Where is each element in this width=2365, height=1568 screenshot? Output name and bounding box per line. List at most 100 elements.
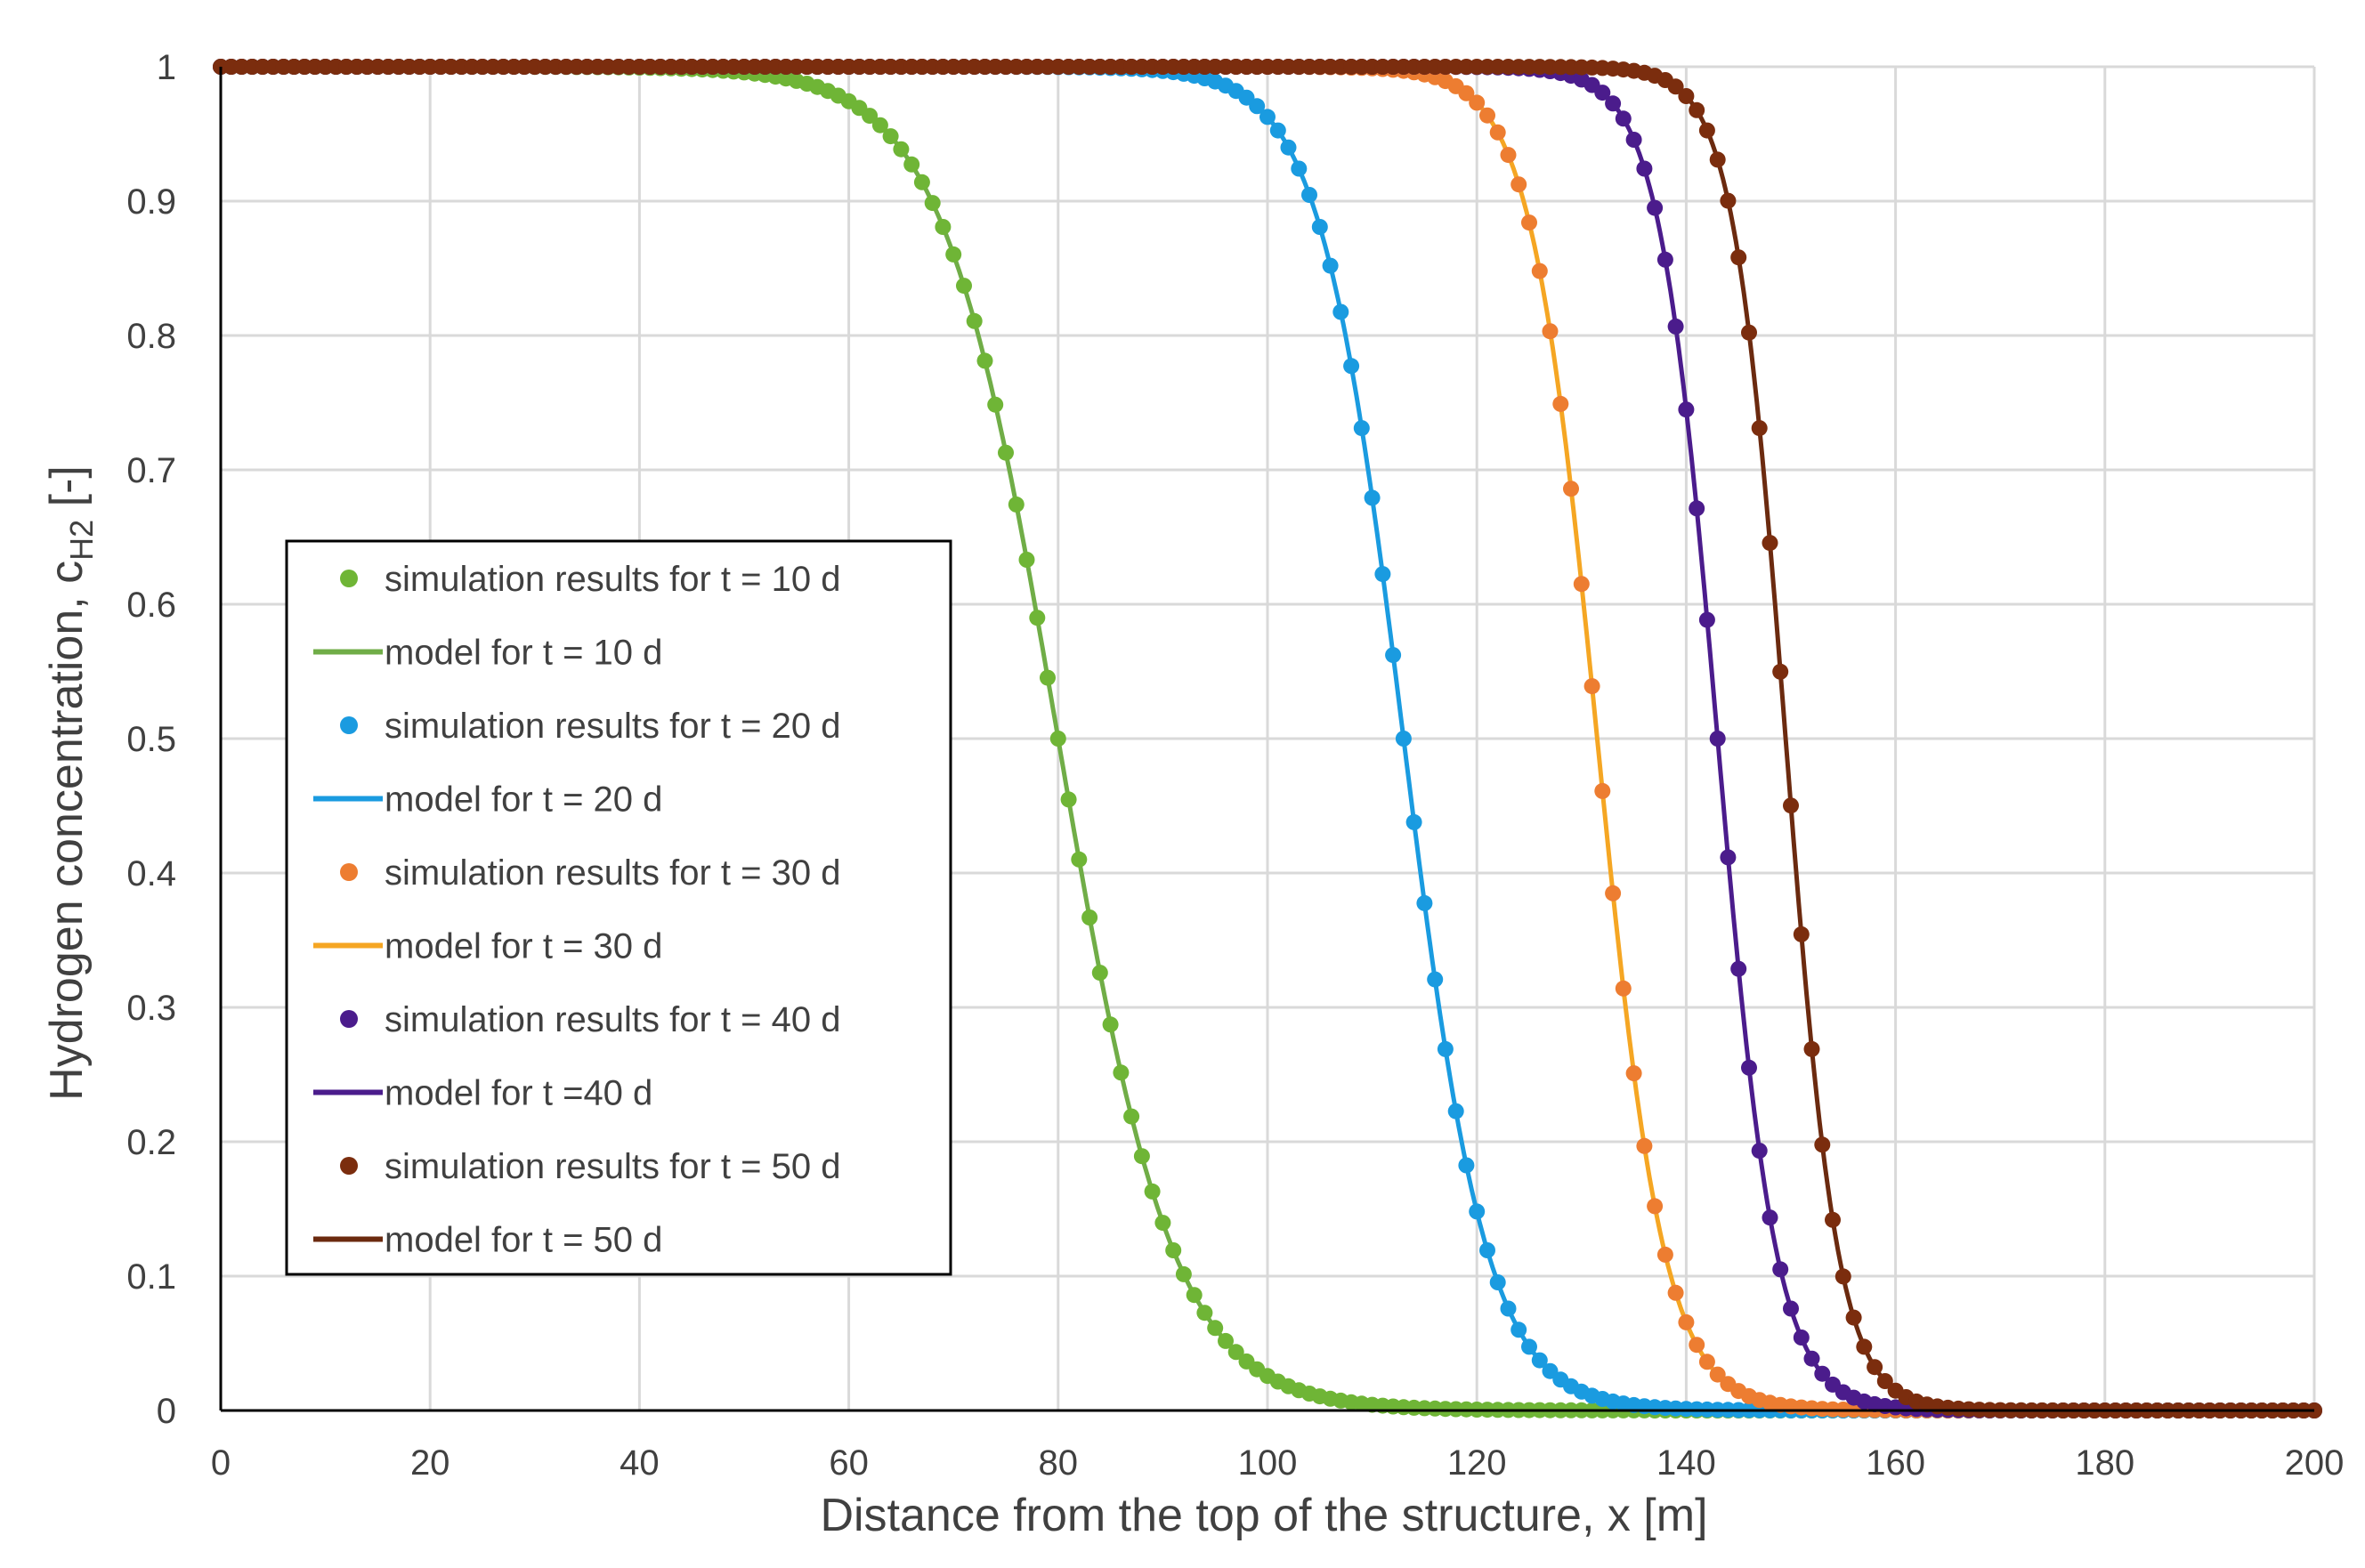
y-tick-label: 0.2 [126, 1123, 176, 1162]
data-point [956, 278, 972, 295]
data-point [1625, 132, 1642, 148]
data-point [1730, 960, 1747, 977]
data-point [1583, 678, 1600, 695]
data-point [1636, 160, 1653, 177]
data-point [1667, 1284, 1684, 1301]
data-point [1573, 576, 1590, 593]
data-point [1531, 1352, 1548, 1369]
data-point [1689, 101, 1705, 118]
data-point [1269, 122, 1286, 139]
data-point [1469, 94, 1486, 111]
data-point [1469, 1203, 1486, 1220]
legend-marker-points-t20 [340, 716, 358, 734]
data-point [1405, 813, 1422, 830]
x-tick-label: 100 [1238, 1443, 1298, 1483]
data-point [1605, 95, 1622, 112]
legend-marker-points-t50 [340, 1157, 358, 1175]
legend-label-points-t50: simulation results for t = 50 d [385, 1147, 840, 1186]
data-point [1656, 251, 1673, 268]
data-point [1689, 500, 1705, 517]
y-tick-label: 0.7 [126, 451, 176, 490]
legend-items: simulation results for t = 10 d model for… [313, 560, 840, 1260]
data-point [1500, 147, 1517, 164]
y-tick-label: 0.3 [126, 989, 176, 1028]
data-point [1311, 219, 1328, 235]
x-tick-label: 20 [410, 1443, 450, 1483]
data-point [1133, 1148, 1150, 1165]
data-point [1709, 151, 1726, 168]
data-point [1479, 107, 1495, 124]
data-point [1605, 885, 1622, 901]
data-point [1783, 797, 1799, 814]
data-point [1531, 263, 1548, 279]
series-layer [213, 59, 2322, 1418]
data-point [1521, 214, 1537, 231]
legend-label-line-t20: model for t = 20 d [385, 780, 662, 820]
legend-label-points-t20: simulation results for t = 20 d [385, 707, 840, 746]
data-point [1207, 1320, 1224, 1337]
data-point [913, 174, 930, 190]
data-point [1511, 1321, 1527, 1338]
data-point [1102, 1016, 1119, 1033]
data-point [1427, 971, 1444, 988]
data-point [1552, 395, 1569, 412]
data-point [924, 195, 941, 212]
data-point [1856, 1338, 1873, 1355]
data-point [1353, 420, 1370, 437]
legend-box [285, 539, 952, 1276]
data-point [1793, 925, 1810, 942]
data-point [1091, 965, 1108, 982]
data-point [1437, 1040, 1454, 1057]
y-tick-label: 0.5 [126, 720, 176, 759]
tick-labels: 0 20 40 60 80 100 120 140 160 180 200 0 0.1 0.2 0.3 0.4… [126, 48, 2344, 1483]
data-point [1698, 1354, 1715, 1370]
y-axis-title-subscript: H2 [63, 520, 100, 561]
data-point [1040, 669, 1056, 686]
x-tick-label: 0 [211, 1443, 231, 1483]
data-point [1154, 1215, 1171, 1232]
data-point [1447, 1103, 1464, 1119]
data-point [1280, 139, 1297, 156]
data-point [1678, 88, 1695, 104]
axes [219, 67, 2314, 1412]
data-point [1636, 1137, 1653, 1154]
x-tick-label: 80 [1039, 1443, 1079, 1483]
legend: simulation results for t = 10 d model for… [285, 539, 952, 1276]
x-tick-label: 200 [2285, 1443, 2345, 1483]
y-tick-label: 0 [157, 1392, 176, 1431]
x-tick-label: 40 [620, 1443, 660, 1483]
data-point [1803, 1350, 1820, 1367]
data-point [1144, 1183, 1161, 1200]
legend-marker-points-t10 [340, 570, 358, 587]
data-point [976, 352, 993, 369]
data-point [1867, 1359, 1883, 1376]
legend-marker-points-t40 [340, 1010, 358, 1028]
data-point [966, 312, 983, 329]
data-point [862, 108, 879, 125]
data-point [1343, 358, 1360, 375]
x-tick-label: 140 [1656, 1443, 1716, 1483]
y-tick-label: 0.4 [126, 854, 176, 893]
data-point [1500, 1300, 1517, 1317]
legend-label-line-t10: model for t = 10 d [385, 634, 662, 673]
data-point [871, 117, 888, 133]
data-point [1123, 1108, 1140, 1125]
x-tick-label: 160 [1866, 1443, 1925, 1483]
data-point [1049, 731, 1066, 747]
data-point [998, 444, 1014, 461]
data-point [1416, 894, 1433, 911]
data-point [1698, 611, 1715, 628]
y-tick-label: 0.6 [126, 586, 176, 625]
data-point [1332, 303, 1349, 320]
x-tick-label: 180 [2075, 1443, 2134, 1483]
data-point [1458, 85, 1475, 101]
data-point [1196, 1305, 1213, 1321]
legend-label-points-t40: simulation results for t = 40 d [385, 1000, 840, 1039]
data-point [1689, 1337, 1705, 1354]
data-point [1364, 489, 1381, 506]
data-point [1783, 1300, 1799, 1317]
data-point [945, 246, 962, 263]
data-point [1489, 1274, 1506, 1290]
